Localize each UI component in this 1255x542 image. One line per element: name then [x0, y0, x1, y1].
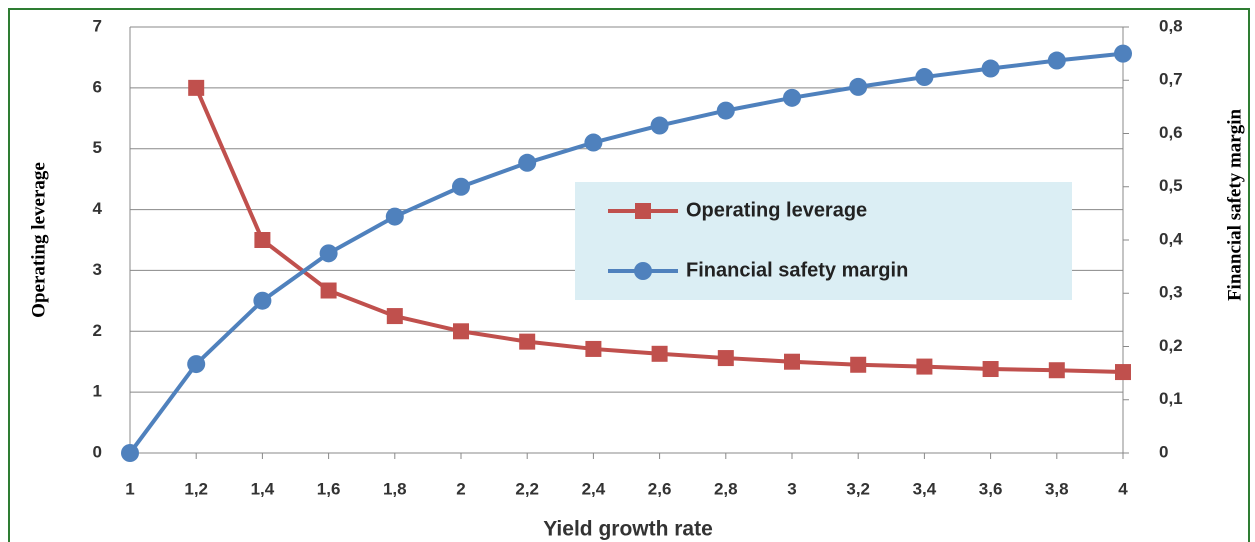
data-point	[319, 244, 338, 263]
data-point	[253, 291, 272, 310]
y2-tick-label: 0,7	[1159, 70, 1183, 89]
series-line	[128, 51, 1124, 455]
x-tick-label: 3,6	[979, 479, 1003, 498]
x-tick-label: 4	[1118, 479, 1128, 498]
data-point	[784, 353, 800, 370]
data-point	[651, 345, 668, 362]
data-point	[188, 79, 205, 96]
data-point	[717, 350, 734, 367]
y2-tick-label: 0,6	[1159, 123, 1183, 142]
data-point	[453, 323, 469, 340]
data-point	[916, 358, 933, 375]
data-point	[915, 68, 934, 87]
legend-label: Operating leverage	[686, 199, 867, 221]
data-point	[982, 361, 999, 378]
data-point	[850, 356, 867, 373]
y2-tick-label: 0,3	[1159, 283, 1183, 302]
data-point	[585, 340, 602, 357]
x-tick-label: 3,4	[913, 479, 937, 498]
frame	[8, 8, 1250, 542]
x-tick-label: 2,6	[648, 479, 672, 498]
x-tick-label: 2	[456, 479, 465, 498]
y2-tick-label: 0,5	[1159, 176, 1183, 195]
x-tick-label: 1,4	[251, 479, 275, 498]
data-point	[518, 153, 537, 172]
data-point	[716, 101, 735, 120]
y-tick-label: 2	[93, 321, 102, 340]
x-tick-label: 1,8	[383, 479, 407, 498]
data-point	[385, 207, 404, 226]
y-tick-label: 7	[93, 16, 102, 35]
data-point	[320, 282, 337, 299]
y-tick-label: 4	[93, 199, 103, 218]
data-point	[187, 355, 206, 374]
legend	[575, 182, 1072, 300]
y-tick-label: 5	[93, 138, 102, 157]
data-point	[849, 77, 868, 96]
x-tick-label: 3,2	[846, 479, 870, 498]
legend-swatch-marker	[634, 262, 652, 280]
x-tick-label: 1	[125, 479, 134, 498]
y-tick-label: 3	[93, 260, 102, 279]
y-tick-label: 6	[93, 77, 102, 96]
x-axis-title: Yield growth rate	[543, 518, 713, 541]
y2-tick-label: 0,1	[1159, 389, 1183, 408]
data-point	[1114, 44, 1132, 63]
data-point	[1115, 364, 1131, 381]
x-tick-label: 2,8	[714, 479, 738, 498]
data-point	[254, 232, 271, 248]
x-tick-label: 1,6	[317, 479, 341, 498]
y-tick-label: 1	[93, 382, 102, 401]
legend-label: Financial safety margin	[686, 259, 908, 281]
y2-tick-label: 0,4	[1159, 229, 1183, 248]
x-tick-label: 3,8	[1045, 479, 1069, 498]
data-point	[1047, 51, 1066, 70]
data-point	[584, 133, 603, 152]
y2-axis-title: Financial safety margin	[1224, 109, 1245, 302]
legend-swatch-marker	[635, 203, 651, 219]
data-point	[386, 308, 403, 325]
x-tick-label: 3	[787, 479, 796, 498]
data-point	[1048, 362, 1065, 379]
data-point	[783, 88, 801, 107]
y-axis-title: Operating leverage	[28, 162, 49, 318]
y2-tick-label: 0	[1159, 442, 1168, 461]
data-point	[519, 333, 536, 350]
data-point	[121, 444, 139, 462]
y-tick-label: 0	[93, 442, 102, 461]
y2-tick-label: 0,2	[1159, 336, 1183, 355]
x-tick-label: 1,2	[184, 479, 208, 498]
y2-tick-label: 0,8	[1159, 16, 1183, 35]
data-point	[452, 177, 470, 196]
data-point	[981, 59, 1000, 78]
x-tick-label: 2,4	[582, 479, 606, 498]
x-tick-label: 2,2	[515, 479, 539, 498]
data-point	[650, 116, 669, 135]
